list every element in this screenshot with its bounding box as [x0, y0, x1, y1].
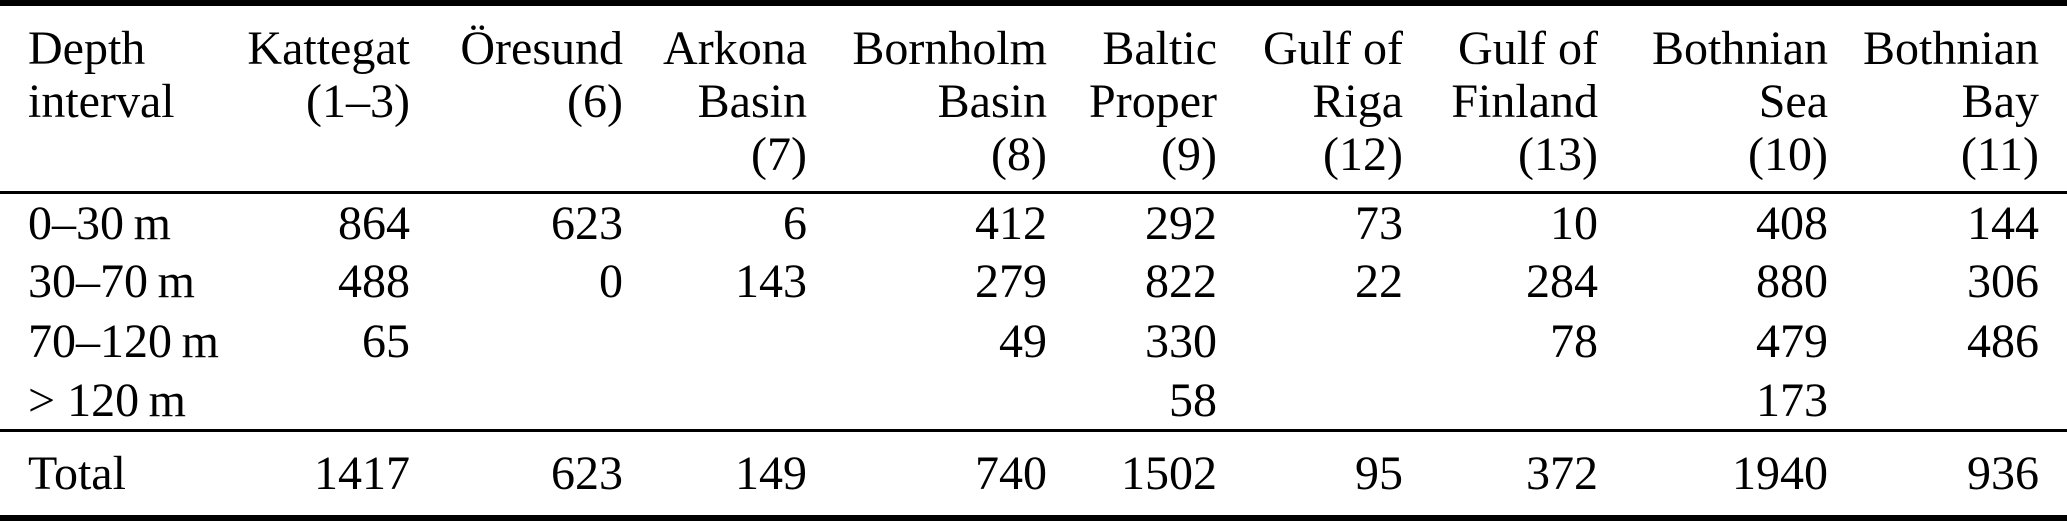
data-cell: 143 [735, 255, 807, 309]
total-row: Total 1417 623 149 740 1502 95 372 1940 936 [0, 431, 2067, 518]
column-header-bothnian-bay: Bothnian Bay (11) [1828, 3, 2067, 193]
column-header-bothnian-sea: Bothnian Sea (10) [1598, 3, 1828, 193]
column-header-line: Basin [697, 75, 807, 128]
table-row: 30–70 m 488 0 143 279 822 22 284 880 306 [0, 252, 2067, 312]
column-header-oresund: Öresund (6) [410, 3, 623, 193]
data-cell: 479 [1756, 314, 1828, 368]
column-header-line: Bornholm [852, 22, 1047, 75]
data-cell [807, 371, 1047, 431]
data-cell: 486 [1967, 314, 2039, 368]
header-row: Depth interval Kattegat (1–3) Öresund (6) Arko… [0, 3, 2067, 193]
data-cell [1217, 312, 1403, 372]
table-total-section: Total 1417 623 149 740 1502 95 372 1940 936 [0, 430, 2067, 518]
column-header-line: Bothnian [1652, 22, 1828, 75]
data-cell: 49 [999, 314, 1047, 368]
total-cell: 372 [1526, 446, 1598, 500]
data-cell: 173 [1756, 373, 1828, 427]
table-row: 0–30 m 864 623 6 412 292 73 10 408 144 [0, 193, 2067, 253]
data-cell [410, 371, 623, 431]
row-label: 30–70 m [28, 255, 195, 309]
column-header-line: Proper [1089, 75, 1217, 128]
column-header-line: (6) [567, 75, 623, 128]
column-header-line: Öresund [460, 22, 623, 75]
column-header-depth-interval: Depth interval [0, 3, 245, 193]
data-cell [1217, 371, 1403, 431]
column-header-line: (13) [1518, 128, 1598, 181]
column-header-line: Riga [1312, 75, 1403, 128]
column-header-line: (9) [1161, 128, 1217, 181]
data-cell [623, 312, 807, 372]
row-label: 0–30 m [28, 196, 171, 250]
data-cell: 623 [551, 196, 623, 250]
table-body: 0–30 m 864 623 6 412 292 73 10 408 144 30–70 m 488 0… [0, 193, 2067, 431]
data-cell [623, 371, 807, 431]
column-header-line: Gulf of [1458, 22, 1598, 75]
data-cell: 864 [338, 196, 410, 250]
data-cell: 58 [1169, 373, 1217, 427]
data-cell: 6 [783, 196, 807, 250]
column-header-line: (10) [1748, 128, 1828, 181]
data-cell: 73 [1355, 196, 1403, 250]
column-header-line: Bothnian [1863, 22, 2039, 75]
data-cell: 306 [1967, 255, 2039, 309]
data-cell [245, 371, 410, 431]
column-header-line: Finland [1451, 75, 1598, 128]
column-header-gulf-of-finland: Gulf of Finland (13) [1403, 3, 1598, 193]
data-cell [1828, 371, 2067, 431]
data-cell: 488 [338, 255, 410, 309]
data-cell: 284 [1526, 255, 1598, 309]
total-cell: 1940 [1732, 446, 1828, 500]
data-cell: 279 [975, 255, 1047, 309]
data-cell [410, 312, 623, 372]
data-cell: 330 [1145, 314, 1217, 368]
data-cell: 78 [1550, 314, 1598, 368]
column-header-bornholm-basin: Bornholm Basin (8) [807, 3, 1047, 193]
column-header-line: (8) [991, 128, 1047, 181]
total-cell: 740 [975, 446, 1047, 500]
column-header-gulf-of-riga: Gulf of Riga (12) [1217, 3, 1403, 193]
total-cell: 149 [735, 446, 807, 500]
table-row: 70–120 m 65 49 330 78 479 486 [0, 312, 2067, 372]
column-header-line: Gulf of [1263, 22, 1403, 75]
column-header-line: (11) [1960, 128, 2039, 181]
data-cell [1403, 371, 1598, 431]
column-header-arkona-basin: Arkona Basin (7) [623, 3, 807, 193]
total-cell: 95 [1355, 446, 1403, 500]
total-cell: 623 [551, 446, 623, 500]
column-header-kattegat: Kattegat (1–3) [245, 3, 410, 193]
table-row: > 120 m 58 173 [0, 371, 2067, 431]
column-header-line: (7) [751, 128, 807, 181]
data-cell: 65 [362, 314, 410, 368]
column-header-line: (1–3) [306, 75, 410, 128]
data-cell: 0 [599, 255, 623, 309]
table-header: Depth interval Kattegat (1–3) Öresund (6) Arko… [0, 3, 2067, 193]
column-header-line: Basin [937, 75, 1047, 128]
row-label: > 120 m [28, 373, 187, 427]
total-cell: 1417 [314, 446, 410, 500]
column-header-line: Kattegat [247, 22, 410, 75]
total-cell: 936 [1967, 446, 2039, 500]
total-row-label: Total [28, 446, 126, 500]
data-cell: 408 [1756, 196, 1828, 250]
row-label: 70–120 m [28, 314, 219, 368]
data-cell: 412 [975, 196, 1047, 250]
column-header-line: Baltic [1102, 22, 1217, 75]
column-header-line: Depth [28, 22, 146, 75]
column-header-line: Arkona [663, 22, 807, 75]
column-header-line: interval [28, 75, 175, 128]
column-header-line: (12) [1323, 128, 1403, 181]
data-cell: 880 [1756, 255, 1828, 309]
column-header-baltic-proper: Baltic Proper (9) [1047, 3, 1217, 193]
data-cell: 22 [1355, 255, 1403, 309]
data-cell: 822 [1145, 255, 1217, 309]
data-cell: 144 [1967, 196, 2039, 250]
column-header-line: Sea [1758, 75, 1828, 128]
data-cell: 10 [1550, 196, 1598, 250]
column-header-line: Bay [1961, 75, 2039, 128]
data-cell: 292 [1145, 196, 1217, 250]
total-cell: 1502 [1121, 446, 1217, 500]
